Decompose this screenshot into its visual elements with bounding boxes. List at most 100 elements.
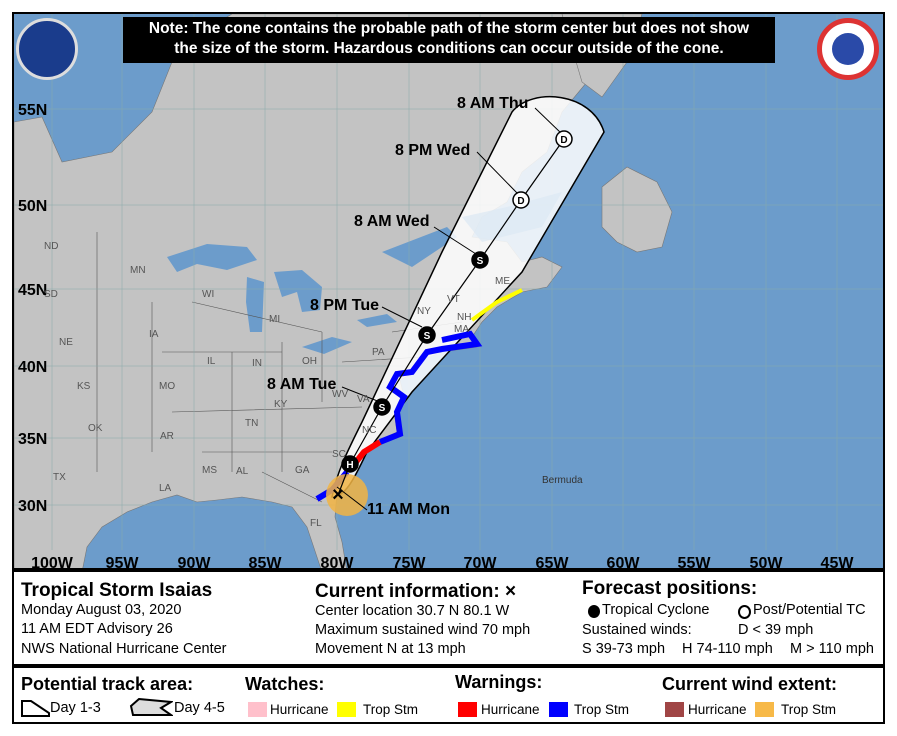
lon-label: 95W [106, 555, 140, 570]
state-label-ky: KY [274, 399, 288, 410]
forecast-point-symbol: S [379, 403, 386, 414]
leader-line [341, 386, 381, 403]
state-label-al: AL [236, 466, 249, 477]
lon-label: 70W [464, 555, 498, 570]
issuer: NWS National Hurricane Center [21, 641, 227, 657]
ts-watch-coast [470, 288, 523, 322]
hurricane-watch-label: Hurricane [270, 702, 329, 717]
state-label-ga: GA [295, 465, 310, 476]
advisory: 11 AM EDT Advisory 26 [21, 621, 173, 637]
state-label-vt: VT [447, 294, 460, 305]
state-label-va: VA [357, 394, 370, 405]
forecast-title: Forecast positions: [582, 578, 758, 599]
great-lakes [167, 227, 457, 354]
track-area-title: Potential track area: [21, 674, 194, 694]
leader-line [534, 107, 563, 135]
lon-label: 80W [321, 555, 355, 570]
lon-label: 60W [607, 555, 641, 570]
lon-label: 85W [249, 555, 283, 570]
nws-logo [817, 18, 879, 80]
state-label-mi: MI [269, 314, 280, 325]
lat-label: 40N [18, 359, 47, 376]
wind-extent-title: Current wind extent: [662, 674, 838, 694]
lon-label: 45W [821, 555, 855, 570]
state-borders [96, 232, 463, 503]
forecast-point-d [512, 191, 530, 209]
ts-warning-swatch [549, 702, 568, 717]
forecast-point-symbol: D [517, 196, 524, 207]
forecast-time-label: 8 AM Tue [267, 376, 336, 393]
state-label-il: IL [207, 356, 216, 367]
forecast-point-h [341, 455, 359, 473]
forecast-point-symbol: S [477, 256, 484, 267]
ts-watch-swatch [337, 702, 356, 717]
graticule [14, 14, 883, 550]
day-1-3-cone-icon [21, 700, 50, 717]
state-label-fl: FL [310, 518, 322, 529]
state-label-wi: WI [202, 289, 214, 300]
ts-wind-label: Trop Stm [781, 702, 837, 717]
forecast-point-s [471, 251, 489, 269]
center-location: Center location 30.7 N 80.1 W [315, 603, 510, 619]
forecast-point-d [555, 130, 573, 148]
leader-line [336, 486, 368, 511]
state-label-sd: SD [44, 289, 58, 300]
state-label-ok: OK [88, 423, 103, 434]
m-range: M > 110 mph [790, 641, 874, 657]
movement: Movement N at 13 mph [315, 641, 466, 657]
open-circle-icon [738, 605, 751, 619]
state-label-ny: NY [417, 306, 431, 317]
cone-note: Note: The cone contains the probable pat… [123, 17, 775, 63]
watches-title: Watches: [245, 674, 325, 694]
current-title: Current information: × [315, 581, 517, 602]
state-label-mo: MO [159, 381, 175, 392]
forecast-time-label: 8 AM Wed [354, 213, 430, 230]
tc-label: Tropical Cyclone [602, 602, 710, 618]
hurricane-wind-label: Hurricane [688, 702, 747, 717]
map-labels: 100W 95W 90W 85W 80W 75W 70W 65W 60W 55W 50W 45W 55N… [18, 102, 855, 570]
state-label-ia: IA [149, 329, 159, 340]
filled-circle-icon [588, 605, 600, 618]
legend-panel: Potential track area: Day 1-3 Day 4-5 Wa… [12, 666, 885, 724]
state-label-ma: MA [454, 324, 469, 335]
ts-wind-swatch [755, 702, 774, 717]
h-range: H 74-110 mph [682, 641, 773, 657]
state-label-tx: TX [53, 472, 66, 483]
state-label-pa: PA [372, 347, 385, 358]
forecast-time-label: 11 AM Mon [367, 501, 450, 518]
day-4-5-label: Day 4-5 [174, 700, 225, 716]
state-label-nd: ND [44, 241, 58, 252]
state-label-ks: KS [77, 381, 91, 392]
day-4-5-cone-icon [129, 698, 173, 716]
ts-warning-coast-2 [378, 330, 483, 445]
newfoundland [601, 166, 673, 253]
state-label-in: IN [252, 358, 262, 369]
lon-label: 100W [31, 555, 74, 570]
state-label-ms: MS [202, 465, 217, 476]
hurricane-watch-swatch [248, 702, 267, 717]
state-label-wv: WV [332, 389, 348, 400]
s-range: S 39-73 mph [582, 641, 666, 657]
state-label-ar: AR [160, 431, 174, 442]
forecast-point-symbol: H [346, 460, 353, 471]
state-label-sc: SC [332, 449, 346, 460]
bermuda-label: Bermuda [542, 475, 583, 486]
state-label-nh: NH [457, 312, 471, 323]
day-1-3-label: Day 1-3 [50, 700, 101, 716]
state-label-nc: NC [362, 425, 376, 436]
lon-label: 50W [750, 555, 784, 570]
forecast-time-label: 8 PM Tue [310, 297, 379, 314]
note-line-1: Note: The cone contains the probable pat… [148, 20, 750, 37]
forecast-point-s [373, 398, 391, 416]
info-panel: Tropical Storm Isaias Monday August 03, … [12, 570, 885, 666]
lat-label: 45N [18, 282, 47, 299]
forecast-point-symbol: S [424, 331, 431, 342]
lon-label: 75W [393, 555, 427, 570]
lon-label: 65W [536, 555, 570, 570]
forecast-time-label: 8 AM Thu [457, 95, 528, 112]
map: × 11 AM Mon H S 8 AM Tue S 8 PM Tue S 8 AM Wed D 8… [12, 12, 885, 570]
state-label-mn: MN [130, 265, 146, 276]
ts-watch-label: Trop Stm [363, 702, 419, 717]
state-label-ne: NE [59, 337, 73, 348]
